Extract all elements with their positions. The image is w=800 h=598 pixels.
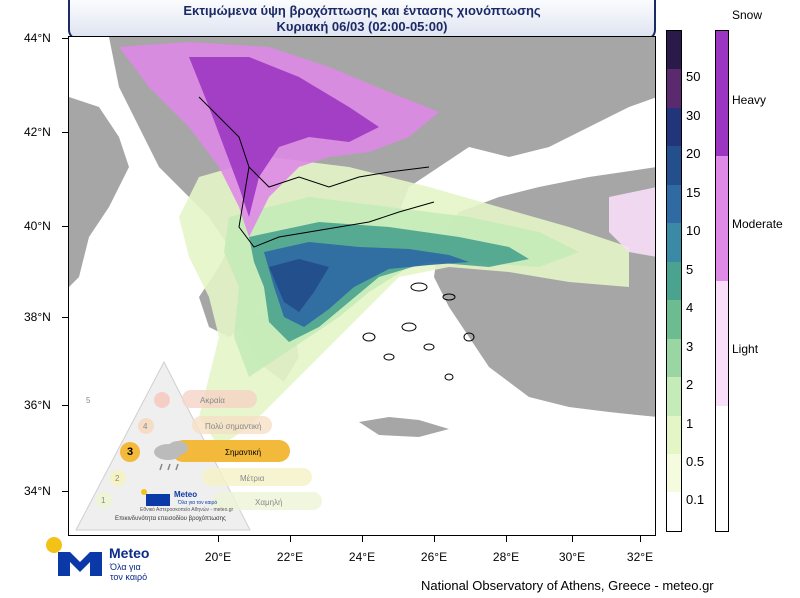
land-cyprus <box>569 367 604 385</box>
lon-tickmark <box>290 536 291 542</box>
pyramid-brand-sub: Όλα για τον καιρό <box>178 500 218 506</box>
lon-tickmark <box>572 536 573 542</box>
lon-tick-26: 26°E <box>420 550 448 564</box>
logo-name: Meteo <box>109 545 150 561</box>
snow-colorbar-segment <box>716 281 728 406</box>
rain-colorbar-segment <box>667 300 681 339</box>
precipitation-map[interactable] <box>68 36 656 536</box>
rain-colorbar-segment <box>667 223 681 262</box>
map-title-box: Εκτιμώμενα ύψη βροχόπτωσης και έντασης χ… <box>68 0 656 40</box>
precip-heavy <box>264 242 469 327</box>
pyramid-meteo-logo-icon <box>141 489 170 506</box>
lon-tick-20: 20°E <box>204 550 232 564</box>
lon-tick-32: 32°E <box>626 550 654 564</box>
pyramid-level-3-num: 3 <box>127 446 134 458</box>
lat-tick-34: 34°N <box>24 484 51 498</box>
lat-tickmark <box>62 317 68 318</box>
logo-tagline: Όλα για τον καιρό <box>110 562 148 582</box>
map-canvas <box>69 37 655 447</box>
snow-label-light: Light <box>732 342 759 356</box>
hazard-pyramid <box>75 360 322 531</box>
snow-label-moderate: Moderate <box>732 217 783 231</box>
land-italy <box>69 97 129 287</box>
rain-colorbar-segment <box>667 453 681 493</box>
rain-label-1: 1 <box>686 416 694 431</box>
lat-tickmark <box>62 405 68 406</box>
lon-tickmark <box>434 536 435 542</box>
pyramid-level-3-label: Σημαντική <box>225 448 262 457</box>
meteo-logo-icon[interactable] <box>42 536 162 591</box>
pyramid-level-5-label: Ακραία <box>200 396 225 405</box>
lat-tick-42: 42°N <box>24 125 51 139</box>
rain-label-0-5: 0.5 <box>686 454 705 469</box>
pyramid-level-4-num: 4 <box>143 422 148 431</box>
rain-cloud-icon <box>154 441 188 471</box>
pyramid-level-2-num: 2 <box>115 474 120 483</box>
precip-very-heavy <box>269 259 329 312</box>
rain-colorbar-segment <box>667 415 681 454</box>
snow-label-heavy: Heavy <box>732 93 767 107</box>
rain-colorbar-segment <box>667 146 681 185</box>
land-crete <box>359 417 449 437</box>
rain-colorbar-segment <box>667 107 681 147</box>
rain-label-4: 4 <box>686 300 694 315</box>
lon-tick-24: 24°E <box>348 550 376 564</box>
rain-label-30: 30 <box>686 108 701 123</box>
pyramid-brand-small: Εθνικό Αστεροσκοπείο Αθηνών - meteo.gr <box>140 507 234 513</box>
snow-legend-title: Snow <box>732 8 763 22</box>
lat-tick-40: 40°N <box>24 219 51 233</box>
lat-tick-38: 38°N <box>24 310 51 324</box>
lon-tickmark <box>506 536 507 542</box>
pyramid-level-1-num: 1 <box>101 496 106 505</box>
lat-tick-44: 44°N <box>24 31 51 45</box>
pyramid-level-4-label: Πολύ σημαντική <box>205 422 262 431</box>
snow-colorbar-segment <box>716 156 728 281</box>
lon-tickmark <box>218 536 219 542</box>
country-borders <box>198 96 435 248</box>
lon-tick-28: 28°E <box>492 550 520 564</box>
snow-colorbar <box>715 30 729 532</box>
rain-label-3: 3 <box>686 339 694 354</box>
rain-colorbar-segment <box>667 69 681 108</box>
rain-colorbar-segment <box>667 492 681 531</box>
lon-tickmark <box>640 536 641 542</box>
rain-colorbar <box>666 30 682 532</box>
rain-colorbar-segment <box>667 261 681 301</box>
map-subtitle: Κυριακή 06/03 (02:00-05:00) <box>276 19 448 34</box>
credit-text: National Observatory of Athens, Greece -… <box>421 578 714 593</box>
lon-tickmark <box>362 536 363 542</box>
map-title: Εκτιμώμενα ύψη βροχόπτωσης και έντασης χ… <box>183 3 541 18</box>
lat-tickmark <box>62 132 68 133</box>
lat-tick-36: 36°N <box>24 398 51 412</box>
lat-tickmark <box>62 226 68 227</box>
rain-label-10: 10 <box>686 223 701 238</box>
pyramid-level-2-label: Μέτρια <box>240 474 265 483</box>
lat-tickmark <box>62 38 68 39</box>
lon-tick-30: 30°E <box>558 550 586 564</box>
rain-label-0-1: 0.1 <box>686 492 705 507</box>
rain-label-15: 15 <box>686 185 701 200</box>
pyramid-brand: Meteo <box>174 490 198 499</box>
rain-label-5: 5 <box>686 262 694 277</box>
rain-colorbar-segment <box>667 31 681 70</box>
snow-light-east <box>609 187 655 257</box>
rain-colorbar-segment <box>667 184 681 224</box>
pyramid-level-1-label: Χαμηλή <box>255 498 283 507</box>
aegean-islands <box>362 282 475 381</box>
rain-label-2: 2 <box>686 377 694 392</box>
lat-tickmark <box>62 491 68 492</box>
rain-label-50: 50 <box>686 69 701 84</box>
pyramid-caption: Επικινδυνότητα επεισοδίου βροχόπτωσης <box>115 516 226 522</box>
snow-colorbar-segment <box>716 31 728 156</box>
rain-colorbar-segment <box>667 338 681 378</box>
pyramid-level-5-num: 5 <box>86 396 91 405</box>
rain-colorbar-segment <box>667 377 681 416</box>
lon-tick-22: 22°E <box>276 550 304 564</box>
snow-colorbar-segment <box>716 406 728 531</box>
rain-label-20: 20 <box>686 146 701 161</box>
snow-heavy <box>189 57 379 217</box>
